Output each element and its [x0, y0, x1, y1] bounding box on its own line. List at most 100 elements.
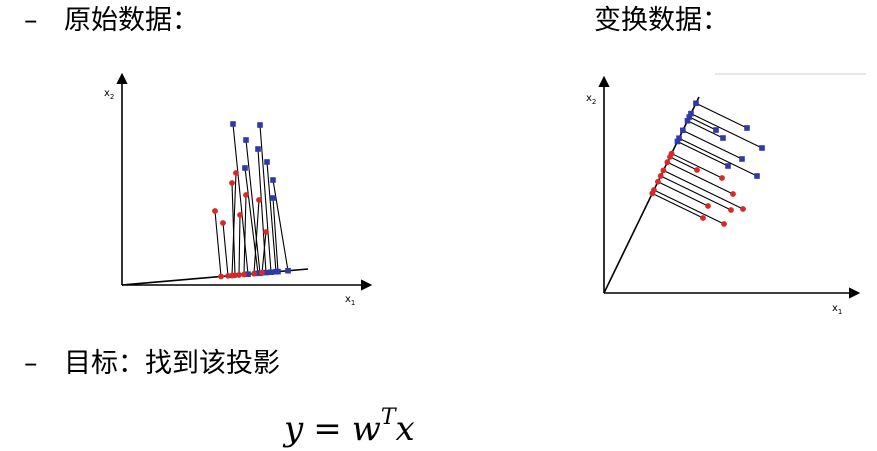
transformed-point-blue	[713, 127, 719, 133]
raw-point-red	[263, 229, 269, 235]
raw-projected-point-red	[241, 271, 247, 278]
raw-projected-point-red	[218, 273, 224, 280]
raw-projection-segment	[238, 214, 241, 275]
transformed-projection-segment	[687, 120, 724, 139]
transformed-projection-segment	[682, 129, 743, 160]
raw-point-red	[233, 170, 239, 176]
raw-point-blue	[255, 146, 261, 152]
raw-projected-point-blue	[263, 269, 269, 276]
transformed-projection-segment	[652, 192, 704, 219]
formula-y: y	[284, 409, 304, 449]
transformed-point-blue	[759, 145, 765, 151]
transformed-projection-segment	[657, 181, 709, 207]
raw-projection-segment	[257, 148, 267, 273]
raw-projected-point-red	[225, 272, 231, 279]
transformed-projection-segment	[653, 189, 725, 225]
transformed-projection-segment	[660, 175, 732, 211]
transformed-projection-segment	[663, 169, 744, 210]
transformed-projected-point-blue	[688, 110, 694, 117]
bullet-dash: –	[24, 348, 38, 379]
transformed-projected-point-blue	[674, 138, 681, 145]
raw-projection-segment	[259, 124, 272, 273]
bullet-dash: –	[24, 5, 38, 36]
raw-point-red	[212, 208, 218, 214]
raw-projection-segment	[231, 172, 237, 276]
goal-label: 目标：找到该投影	[64, 348, 280, 379]
raw-projected-point-blue	[268, 269, 274, 275]
raw-projected-point-blue	[255, 270, 261, 277]
raw-point-blue	[264, 159, 270, 165]
raw-projected-point-blue	[245, 271, 251, 277]
transformed-projected-point-blue	[684, 117, 691, 124]
raw-projection-segment	[244, 167, 259, 274]
bullet-goal: – 目标：找到该投影	[24, 347, 280, 381]
transformed-projection-segment	[690, 113, 763, 149]
transformed-point-red	[719, 175, 725, 181]
raw-projection-segment	[222, 222, 229, 276]
raw-point-red	[220, 220, 226, 226]
transformed-projected-point-red	[655, 178, 661, 185]
raw-projection-segment	[272, 179, 289, 271]
raw-point-red	[243, 192, 249, 198]
raw-projection-segment	[245, 139, 261, 274]
raw-projection-segment	[232, 123, 249, 275]
raw-projected-point-red	[259, 270, 265, 276]
transformed-projection-segment	[677, 140, 729, 167]
transformed-projected-point-blue	[686, 114, 693, 120]
transformed-point-red	[694, 167, 700, 173]
formula-transpose: T	[380, 405, 396, 430]
raw-projection-segment	[243, 194, 247, 275]
raw-projection-segment	[261, 231, 267, 274]
raw-point-blue	[257, 122, 263, 128]
transformed-x-axis-label: x1	[832, 303, 842, 316]
transformed-point-red	[700, 215, 706, 221]
transformed-projected-point-red	[664, 159, 671, 166]
raw-projection-segment	[253, 199, 260, 274]
raw-projection-segment	[266, 161, 277, 272]
raw-x-axis-label: x1	[345, 294, 355, 307]
raw-projected-point-blue	[275, 268, 281, 275]
transformed-point-red	[721, 221, 727, 227]
raw-projection-segment	[214, 210, 222, 277]
bullet-raw-data: – 原始数据：	[24, 4, 199, 38]
transformed-point-blue	[725, 163, 731, 169]
transformed-point-red	[730, 191, 736, 197]
raw-point-red	[237, 212, 243, 218]
transformed-points-group	[649, 100, 765, 227]
transformed-projected-point-blue	[693, 100, 699, 107]
transformed-point-red	[705, 203, 711, 209]
formula-w: w	[351, 409, 381, 449]
formula-x: x	[395, 409, 415, 449]
transformed-point-blue	[744, 125, 750, 131]
raw-projection-segment	[272, 197, 279, 272]
transformed-projection-segment	[669, 156, 698, 171]
transformed-projected-point-blue	[680, 127, 686, 134]
transformed-y-axis-label: x2	[586, 93, 596, 106]
transformed-projection-segment	[695, 102, 748, 129]
transformed-projection-segment	[678, 137, 758, 177]
raw-y-axis-label: x2	[104, 88, 114, 101]
raw-point-blue	[230, 121, 236, 127]
raw-point-blue	[270, 195, 276, 201]
transformed-projected-point-red	[657, 173, 664, 179]
transformed-projected-point-red	[649, 190, 656, 197]
transformed-point-red	[740, 206, 746, 212]
raw-point-blue	[242, 165, 248, 171]
transformed-projected-point-blue	[676, 135, 682, 142]
transformed-point-red	[728, 207, 734, 213]
raw-projected-point-red	[251, 270, 257, 277]
formula-equals: =	[313, 409, 342, 449]
raw-point-red	[256, 197, 262, 203]
transformed-projected-point-red	[667, 153, 673, 160]
raw-projection-segment	[231, 182, 236, 276]
raw-points-group	[212, 121, 291, 280]
transformed-projection-segment	[671, 153, 723, 179]
raw-projected-point-red	[232, 272, 238, 279]
transformed-point-blue	[754, 173, 760, 179]
raw-point-blue	[243, 137, 249, 143]
transformed-projected-point-red	[660, 167, 667, 174]
transformed-projection-segment	[689, 116, 717, 131]
raw-projected-point-blue	[285, 267, 291, 274]
